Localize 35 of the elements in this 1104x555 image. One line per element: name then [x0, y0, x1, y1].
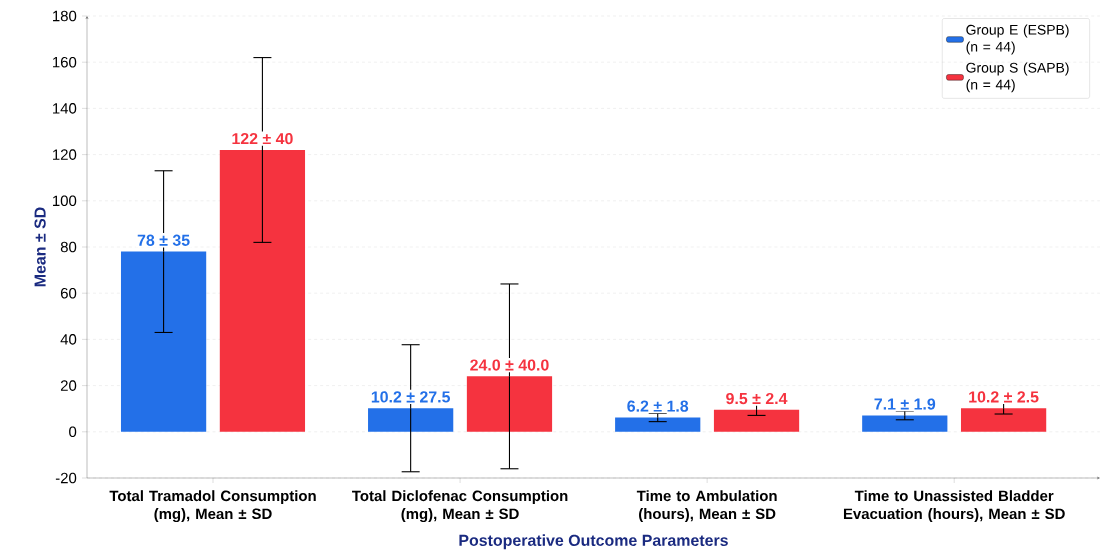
y-axis-title: Mean ± SD — [34, 207, 46, 287]
y-tick-label: 120 — [53, 149, 77, 160]
data-label: 78 ± 35 — [137, 234, 190, 246]
bar — [120, 251, 207, 432]
bar — [960, 408, 1047, 432]
y-tick-label: 180 — [53, 10, 77, 22]
data-label: 10.2 ± 2.5 — [969, 391, 1039, 403]
data-label: 122 ± 40 — [232, 133, 293, 145]
data-label: 6.2 ± 1.8 — [627, 400, 689, 412]
y-tick-label: 0 — [69, 426, 77, 438]
x-tick-label: Time to Unassisted Bladder Evacuation (hours), Mean ± SD — [843, 490, 1065, 523]
x-tick-label: Time to Ambulation (hours), Mean ± SD — [636, 490, 777, 523]
bar — [862, 415, 948, 432]
y-tick-label: -20 — [55, 472, 77, 484]
bar — [368, 408, 454, 432]
y-tick-label: 160 — [53, 56, 77, 68]
legend-label: Group E (ESPB) (n = 44) — [966, 24, 1069, 55]
y-tick-label: 60 — [60, 287, 77, 299]
y-tick-label: 20 — [60, 380, 77, 391]
bar — [713, 409, 800, 432]
data-label: 7.1 ± 1.9 — [874, 398, 936, 410]
y-tick-label: 80 — [60, 241, 77, 253]
y-tick-label: 140 — [53, 103, 77, 114]
x-axis-title: Postoperative Outcome Parameters — [459, 534, 728, 550]
bar — [466, 376, 553, 432]
x-tick-label: Total Diclofenac Consumption (mg), Mean ± SD — [352, 490, 568, 523]
bar — [219, 149, 306, 432]
y-tick-label: 100 — [53, 195, 77, 207]
data-label: 10.2 ± 27.5 — [371, 391, 451, 403]
bar — [615, 417, 701, 432]
x-tick-label: Total Tramadol Consumption (mg), Mean ± SD — [109, 490, 316, 523]
legend-label: Group S (SAPB) (n = 44) — [966, 62, 1069, 93]
data-label: 24.0 ± 40.0 — [470, 359, 549, 371]
data-label: 9.5 ± 2.4 — [726, 392, 788, 405]
y-tick-label: 40 — [60, 334, 77, 345]
